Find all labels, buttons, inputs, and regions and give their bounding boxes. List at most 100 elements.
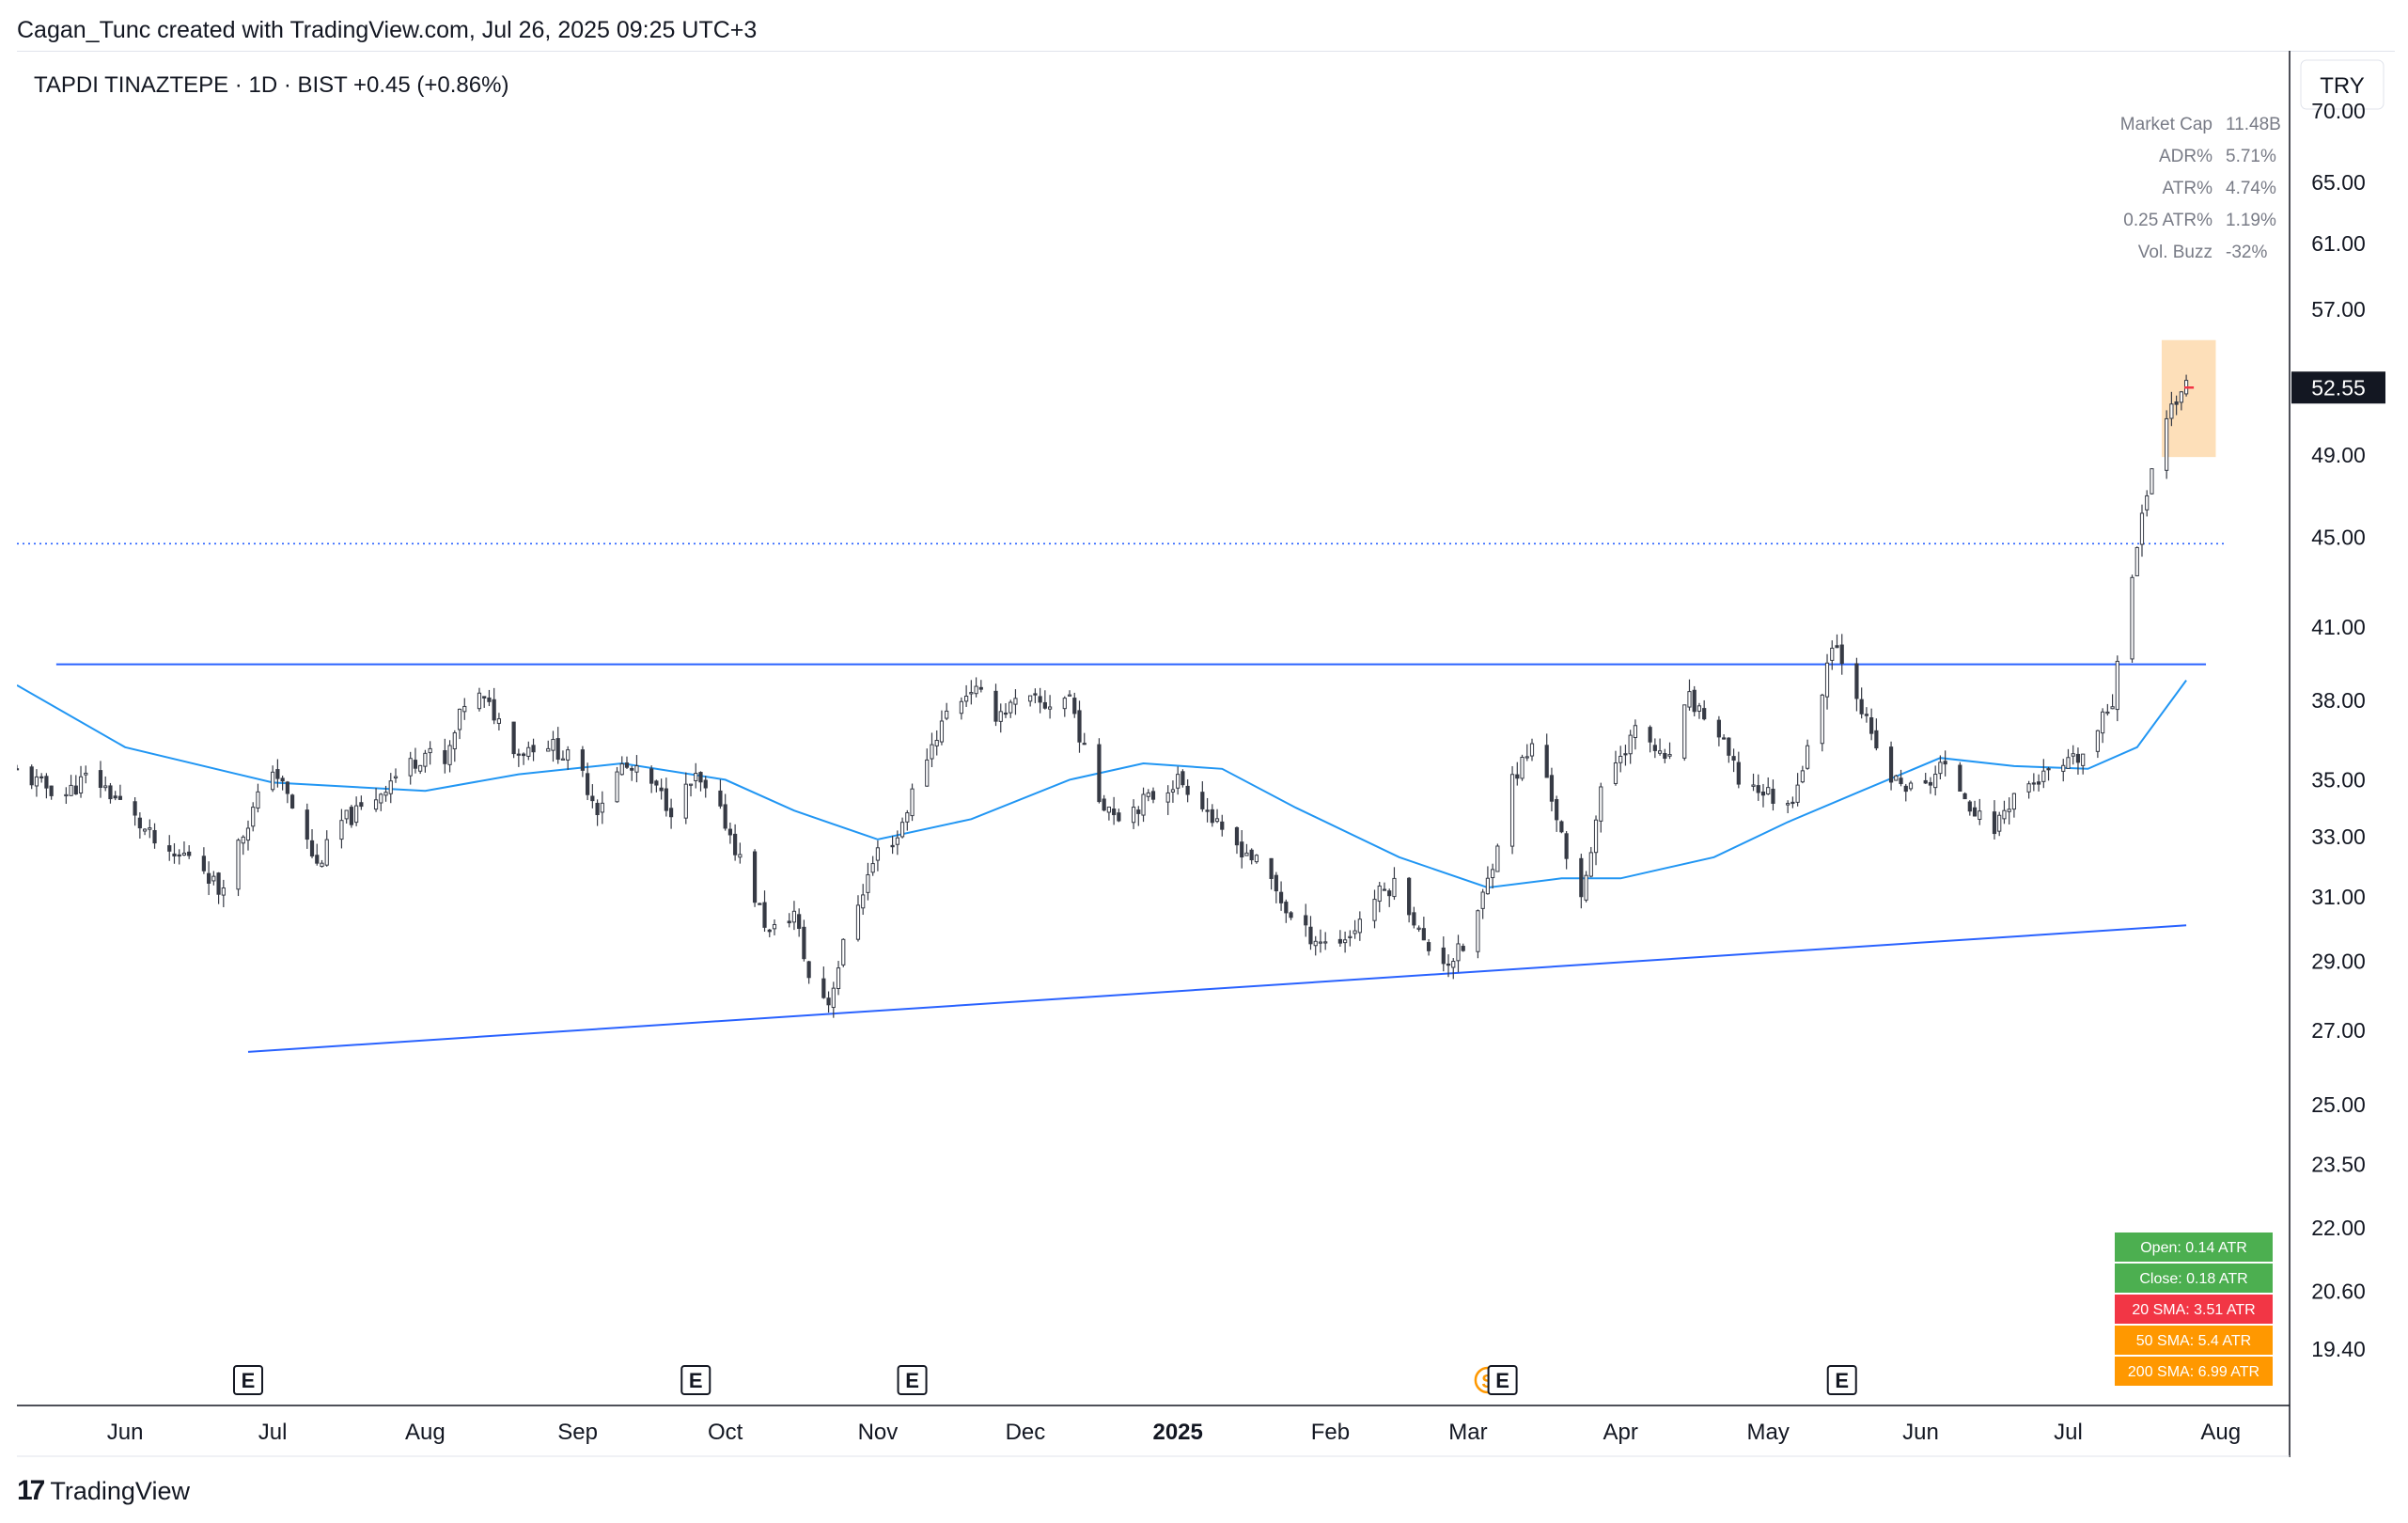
candle[interactable] xyxy=(181,852,187,856)
candle[interactable] xyxy=(899,822,905,838)
candle[interactable] xyxy=(738,854,743,858)
candle[interactable] xyxy=(452,731,457,750)
candle[interactable] xyxy=(492,699,496,721)
candle[interactable] xyxy=(1210,809,1214,824)
candle[interactable] xyxy=(1146,792,1150,797)
candle[interactable] xyxy=(1150,791,1156,800)
candle[interactable] xyxy=(1820,694,1824,745)
candle[interactable] xyxy=(408,758,413,777)
candle[interactable] xyxy=(945,710,949,719)
candle[interactable] xyxy=(1077,710,1082,743)
price-axis[interactable]: 70.00 65.00 61.00 57.00 52.55 49.00 45.00 41.00… xyxy=(2291,99,2385,1361)
candle[interactable] xyxy=(630,767,634,771)
candle[interactable] xyxy=(172,853,177,856)
candle[interactable] xyxy=(1382,888,1387,891)
candle[interactable] xyxy=(1997,814,2002,832)
symbol-title[interactable]: TAPDI TINAZTEPE · 1D · BIST xyxy=(34,72,348,98)
candle[interactable] xyxy=(1289,912,1293,919)
candle[interactable] xyxy=(1899,777,1903,785)
candle[interactable] xyxy=(1652,745,1657,751)
candle[interactable] xyxy=(905,812,910,823)
candle[interactable] xyxy=(797,914,802,930)
candle[interactable] xyxy=(2026,783,2031,793)
candle[interactable] xyxy=(1082,743,1087,746)
candle[interactable] xyxy=(1618,755,1623,763)
candle[interactable] xyxy=(560,758,566,761)
candle[interactable] xyxy=(1663,752,1667,760)
candle[interactable] xyxy=(98,770,103,788)
candle[interactable] xyxy=(1978,810,1982,820)
candle[interactable] xyxy=(477,692,482,710)
candle[interactable] xyxy=(1102,798,1106,811)
candle[interactable] xyxy=(993,690,998,722)
candle[interactable] xyxy=(2179,391,2183,403)
candle[interactable] xyxy=(1446,963,1451,966)
candle[interactable] xyxy=(2174,401,2179,405)
candle[interactable] xyxy=(1555,799,1559,821)
candle[interactable] xyxy=(207,872,211,884)
candle[interactable] xyxy=(1033,693,1038,696)
candle[interactable] xyxy=(2081,753,2086,766)
candle[interactable] xyxy=(1476,910,1480,952)
candle[interactable] xyxy=(791,910,797,923)
candle[interactable] xyxy=(1407,877,1412,916)
candle[interactable] xyxy=(1692,689,1697,713)
candle[interactable] xyxy=(2011,793,2017,810)
candle[interactable] xyxy=(1992,811,1997,835)
candle[interactable] xyxy=(1760,791,1766,796)
candle[interactable] xyxy=(969,692,974,695)
candle[interactable] xyxy=(1613,762,1618,784)
candle[interactable] xyxy=(423,752,428,767)
candle[interactable] xyxy=(1731,756,1736,762)
candle[interactable] xyxy=(668,808,674,818)
candle[interactable] xyxy=(1697,705,1702,712)
candle[interactable] xyxy=(841,938,846,966)
candle[interactable] xyxy=(49,785,54,796)
candle[interactable] xyxy=(1412,912,1416,926)
candle[interactable] xyxy=(787,920,791,924)
candle[interactable] xyxy=(566,749,571,761)
candle[interactable] xyxy=(934,740,939,746)
candle[interactable] xyxy=(1736,762,1741,785)
candle[interactable] xyxy=(1509,774,1515,847)
candle[interactable] xyxy=(2165,417,2169,471)
candle[interactable] xyxy=(1854,663,1859,699)
candle[interactable] xyxy=(526,746,531,757)
candle[interactable] xyxy=(634,765,639,773)
candle[interactable] xyxy=(1702,708,1707,720)
candle[interactable] xyxy=(1456,943,1461,962)
candle[interactable] xyxy=(959,700,963,714)
candle[interactable] xyxy=(1318,941,1323,944)
candle[interactable] xyxy=(1485,877,1490,895)
candle[interactable] xyxy=(1214,818,1220,823)
candle[interactable] xyxy=(1480,891,1485,909)
candle[interactable] xyxy=(1416,927,1421,930)
tradingview-logo[interactable]: 17 TradingView xyxy=(17,1474,190,1508)
candle[interactable] xyxy=(1633,725,1638,739)
candle[interactable] xyxy=(428,747,432,754)
candle[interactable] xyxy=(1165,792,1170,803)
candle[interactable] xyxy=(2134,546,2139,576)
candle[interactable] xyxy=(216,872,221,895)
candle[interactable] xyxy=(1392,877,1397,898)
candle[interactable] xyxy=(2105,711,2110,714)
candle[interactable] xyxy=(2139,512,2145,545)
candle[interactable] xyxy=(142,828,148,832)
candle[interactable] xyxy=(1588,852,1593,877)
candle[interactable] xyxy=(1722,737,1727,740)
candle[interactable] xyxy=(855,904,861,940)
candle[interactable] xyxy=(694,773,698,781)
candle[interactable] xyxy=(1284,902,1289,914)
candle[interactable] xyxy=(1682,704,1687,759)
candle[interactable] xyxy=(1304,915,1308,926)
candle[interactable] xyxy=(1559,821,1564,833)
candle[interactable] xyxy=(1337,938,1342,944)
candle[interactable] xyxy=(1009,701,1013,714)
candle[interactable] xyxy=(1520,757,1525,779)
candle[interactable] xyxy=(236,840,241,890)
candle[interactable] xyxy=(723,804,727,829)
candle[interactable] xyxy=(1181,771,1185,786)
candle[interactable] xyxy=(2046,768,2051,771)
candle[interactable] xyxy=(1200,792,1205,809)
sma-line[interactable] xyxy=(17,680,2187,889)
